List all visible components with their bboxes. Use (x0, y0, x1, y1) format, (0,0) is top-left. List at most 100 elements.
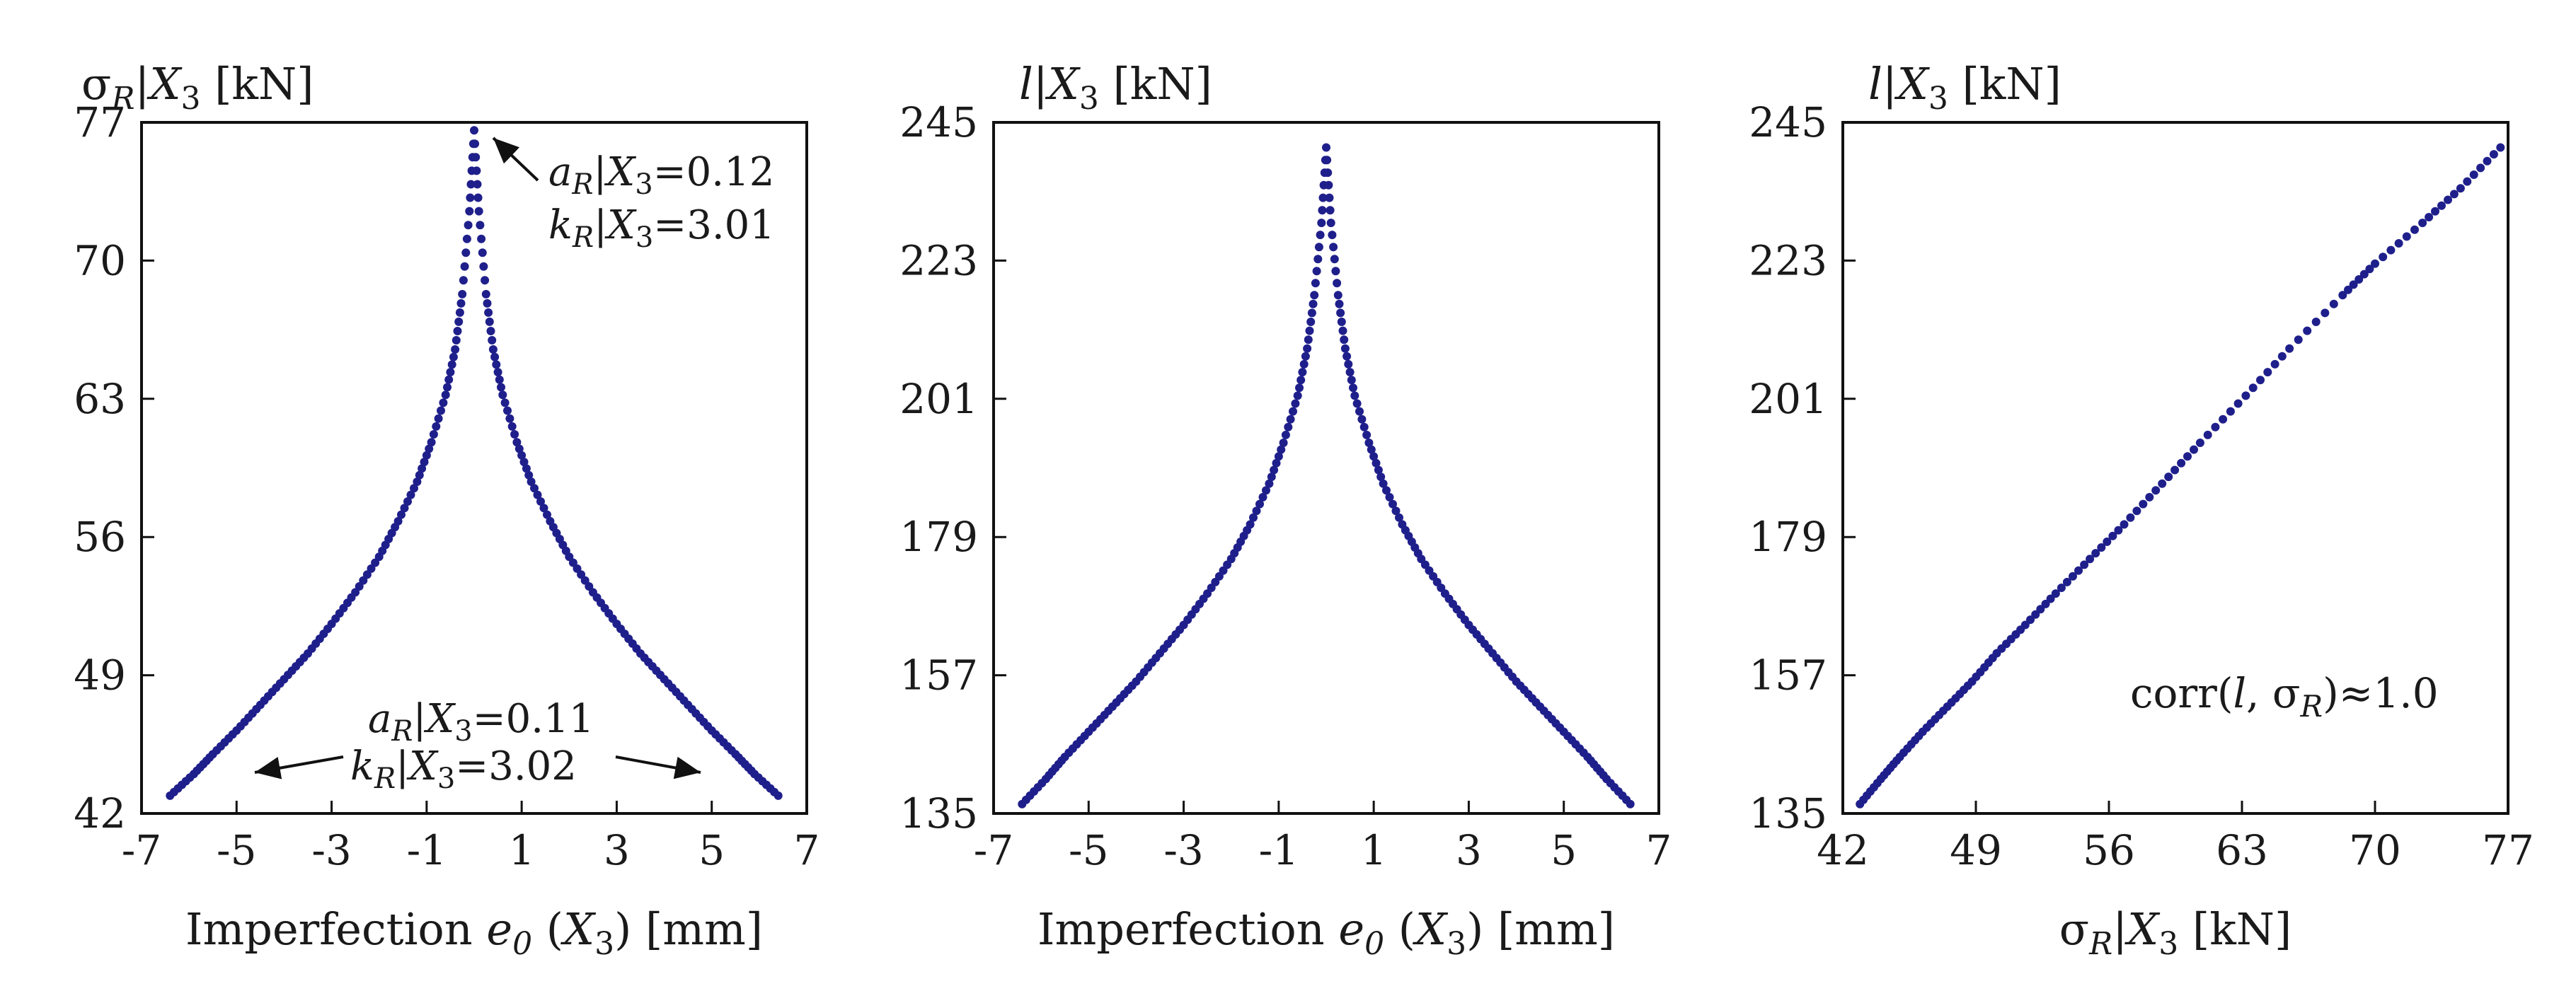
annotation-arrow (492, 137, 539, 182)
data-point (1281, 430, 1290, 439)
data-point (478, 248, 487, 257)
data-point (2444, 195, 2452, 204)
data-point (1359, 422, 1369, 431)
data-point (1367, 445, 1376, 454)
x-tick-label: 7 (794, 826, 820, 874)
data-point (1298, 368, 1307, 377)
data-point (456, 299, 466, 308)
data-point (1252, 506, 1261, 516)
data-point (524, 470, 534, 480)
data-point (533, 490, 542, 499)
data-point (1333, 291, 1342, 300)
data-point (2126, 513, 2135, 522)
scatter-points (1018, 143, 1635, 809)
scatter-points (166, 126, 783, 800)
data-point (2456, 184, 2465, 193)
data-point (1267, 473, 1276, 482)
data-point (2020, 620, 2030, 630)
data-point (1284, 422, 1293, 431)
y-axis-title: l|X3 [kN] (1868, 58, 2062, 117)
y-tick-label: 42 (74, 789, 126, 838)
annotation-line: kR|X3=3.02 (350, 743, 577, 795)
data-point (1307, 308, 1316, 318)
data-point (1274, 452, 1283, 461)
data-point (462, 234, 471, 243)
data-point (774, 791, 783, 800)
data-point (2418, 219, 2427, 228)
data-point (2164, 473, 2173, 482)
data-point (507, 422, 517, 431)
data-point (1322, 143, 1330, 152)
data-point (2270, 359, 2279, 369)
data-point (1382, 486, 1391, 495)
y-tick-label: 179 (1749, 513, 1827, 561)
x-tick-label: -5 (1069, 826, 1109, 874)
data-point (485, 317, 494, 326)
data-point (1347, 376, 1356, 385)
annotation-line: aR|X3=0.12 (548, 149, 774, 201)
data-point (1316, 231, 1325, 240)
data-point (527, 477, 536, 486)
data-point (536, 497, 545, 506)
data-point (464, 221, 473, 230)
data-point (446, 368, 455, 377)
data-point (2311, 318, 2321, 326)
data-point (488, 345, 498, 354)
y-tick-labels: 135 157 179 201 223 245 (899, 98, 1006, 838)
data-point (2241, 391, 2250, 400)
data-point (455, 308, 464, 317)
x-tick-label: 70 (2349, 826, 2401, 874)
panel-right: 42 49 56 63 70 77 135 157 179 201 223 245 l|X3 [kN… (1749, 58, 2534, 962)
data-point (461, 248, 471, 257)
data-point (1295, 383, 1304, 393)
data-point (2183, 452, 2192, 461)
x-tick-label: -5 (217, 826, 257, 874)
data-point (434, 414, 443, 423)
data-point (1362, 430, 1372, 439)
data-point (493, 368, 502, 377)
data-point (2344, 285, 2352, 294)
data-point (512, 438, 522, 447)
data-point (543, 510, 551, 519)
y-tick-label: 49 (74, 651, 126, 700)
data-point (466, 180, 476, 189)
data-point (2386, 245, 2396, 255)
y-tick-label: 179 (899, 513, 978, 561)
data-point (454, 317, 464, 326)
data-point (1313, 255, 1323, 264)
annotation-line: kR|X3=3.01 (548, 202, 775, 254)
data-point (2329, 299, 2338, 308)
data-point (2203, 430, 2212, 439)
x-tick-labels: -7 -5 -3 -1 1 3 5 7 (974, 801, 1672, 874)
x-tick-label: 1 (1361, 826, 1387, 874)
data-point (427, 438, 436, 447)
data-point (498, 390, 507, 400)
data-point (1345, 368, 1355, 377)
data-point (1388, 499, 1397, 509)
data-point (2145, 492, 2154, 502)
data-point (1357, 415, 1367, 424)
data-point (1395, 513, 1403, 522)
data-point (1329, 243, 1338, 252)
y-tick-label: 135 (1749, 789, 1827, 838)
data-point (2086, 555, 2095, 564)
data-point (422, 451, 431, 460)
data-point (1258, 492, 1267, 502)
data-point (2069, 572, 2077, 581)
data-point (1331, 267, 1340, 276)
data-point (1369, 452, 1379, 461)
data-point (471, 153, 481, 162)
data-point (2359, 270, 2369, 279)
data-point (1270, 465, 1279, 475)
data-point (1626, 799, 1635, 809)
data-point (1355, 407, 1364, 416)
data-point (1325, 193, 1334, 202)
y-tick-label: 201 (899, 375, 978, 423)
data-point (1364, 439, 1374, 447)
data-point (451, 345, 460, 354)
data-point (488, 336, 497, 344)
data-point (517, 451, 527, 460)
data-point (413, 477, 422, 486)
data-point (2062, 577, 2071, 586)
